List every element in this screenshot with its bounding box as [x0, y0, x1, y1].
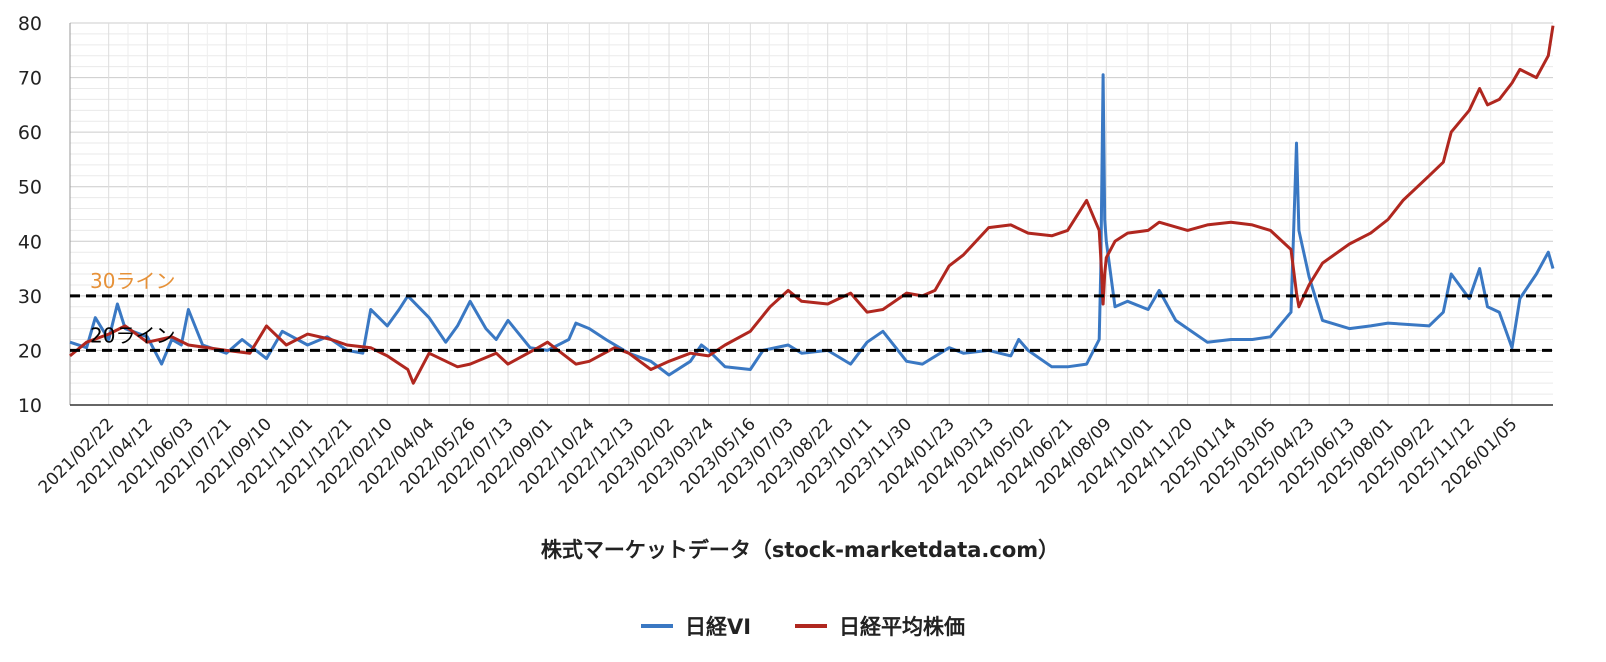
- reference-lines: 30ライン 20ライン: [70, 269, 1553, 352]
- y-tick-label: 70: [18, 68, 42, 90]
- y-tick-label: 20: [18, 340, 42, 362]
- legend-swatch-nikkei-vi: [640, 624, 673, 628]
- y-tick-label: 10: [18, 395, 42, 417]
- x-axis-labels: 2021/02/222021/04/122021/06/032021/07/21…: [35, 414, 1522, 497]
- legend-item-nikkei-vi[interactable]: 日経VI: [640, 611, 752, 641]
- series-lines: [69, 25, 1555, 385]
- x-axis-title: 株式マーケットデータ（stock-marketdata.com）: [541, 538, 1059, 562]
- reference-label-20: 20ライン: [90, 323, 175, 347]
- y-tick-label: 40: [18, 231, 42, 253]
- y-tick-label: 50: [18, 177, 42, 199]
- legend-label-nikkei-vi: 日経VI: [684, 615, 752, 639]
- gridlines: [69, 22, 1553, 406]
- legend: 日経VI 日経平均株価: [0, 608, 1606, 644]
- series-line-nikkei-vi: [69, 73, 1555, 377]
- legend-label-nikkei-average: 日経平均株価: [839, 615, 966, 639]
- y-tick-label: 60: [18, 122, 42, 144]
- reference-label-30: 30ライン: [90, 269, 175, 293]
- y-tick-label: 30: [18, 286, 42, 308]
- y-axis-labels: 10 20 30 40 50 60 70 80: [18, 13, 42, 417]
- y-tick-label: 80: [18, 13, 42, 35]
- legend-item-nikkei-average[interactable]: 日経平均株価: [795, 611, 965, 641]
- legend-swatch-nikkei-average: [795, 624, 828, 628]
- series-line-nikkei-average: [69, 25, 1555, 385]
